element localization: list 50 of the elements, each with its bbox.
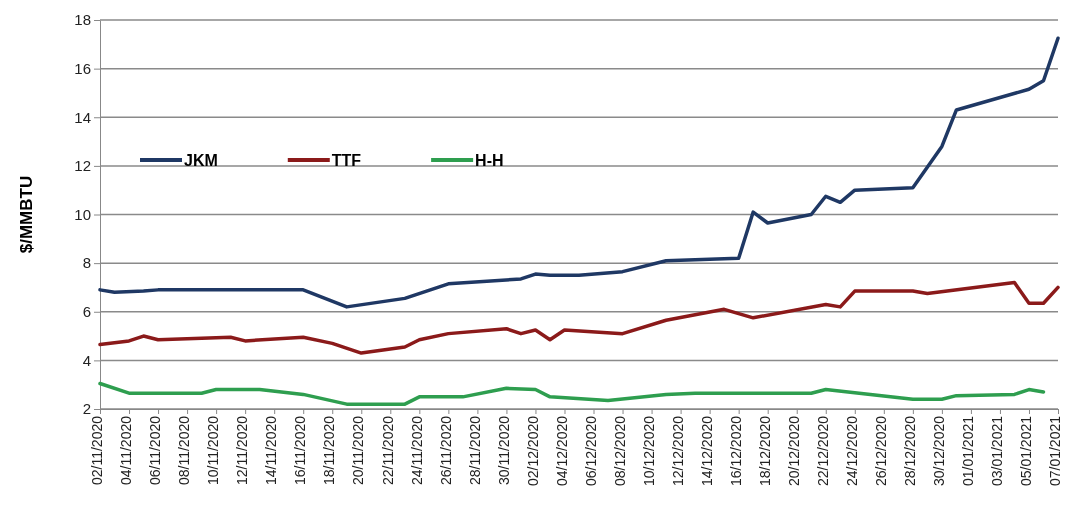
x-tick-label: 22/11/2020 bbox=[379, 415, 396, 486]
x-tick-label: 02/11/2020 bbox=[89, 415, 106, 486]
x-tick-label: 24/11/2020 bbox=[408, 415, 425, 486]
y-tick-label: 8 bbox=[82, 254, 91, 272]
x-tick-label: 06/12/2020 bbox=[582, 415, 599, 487]
x-tick-label: 20/12/2020 bbox=[785, 415, 802, 487]
x-tick-label: 12/11/2020 bbox=[234, 415, 251, 486]
x-tick-label: 30/12/2020 bbox=[931, 415, 948, 487]
x-tick-label: 10/11/2020 bbox=[205, 415, 222, 486]
line-series bbox=[98, 381, 1046, 406]
x-tick-label: 26/11/2020 bbox=[437, 415, 454, 486]
x-tick-label: 24/12/2020 bbox=[843, 415, 860, 487]
line-series bbox=[98, 280, 1060, 355]
y-tick-label: 16 bbox=[74, 59, 91, 77]
x-tick-label: 04/11/2020 bbox=[118, 415, 135, 486]
x-tick-label: 07/01/2021 bbox=[1047, 415, 1064, 487]
x-tick-label: 30/11/2020 bbox=[495, 415, 512, 486]
x-tick-label: 08/12/2020 bbox=[611, 415, 628, 487]
x-tick-label: 01/01/2021 bbox=[960, 415, 977, 487]
x-tick-label: 05/01/2021 bbox=[1018, 415, 1035, 487]
x-tick-label: 14/11/2020 bbox=[263, 415, 280, 486]
x-tick-label: 16/12/2020 bbox=[727, 415, 744, 487]
legend-label: JKM bbox=[184, 151, 218, 169]
x-tick-label: 10/12/2020 bbox=[640, 415, 657, 487]
x-tick-label: 14/12/2020 bbox=[698, 415, 715, 487]
y-tick-label: 10 bbox=[74, 205, 91, 223]
y-tick-label: 18 bbox=[74, 11, 91, 29]
y-tick-label: 6 bbox=[82, 303, 91, 321]
x-tick-label: 04/12/2020 bbox=[553, 415, 570, 487]
x-tick-label: 28/11/2020 bbox=[466, 415, 483, 486]
x-tick-label: 26/12/2020 bbox=[873, 415, 890, 487]
y-tick-label: 2 bbox=[82, 400, 91, 418]
line-series bbox=[98, 36, 1060, 309]
x-tick-label: 03/01/2021 bbox=[989, 415, 1006, 487]
y-axis-title: $/MMBTU bbox=[17, 175, 36, 254]
x-tick-label: 22/12/2020 bbox=[814, 415, 831, 487]
y-tick-label: 14 bbox=[74, 108, 91, 126]
x-tick-label: 18/12/2020 bbox=[756, 415, 773, 487]
x-tick-label: 08/11/2020 bbox=[176, 415, 193, 486]
y-tick-label: 12 bbox=[74, 157, 91, 175]
legend-label: H-H bbox=[475, 151, 504, 169]
x-tick-label: 20/11/2020 bbox=[350, 415, 367, 486]
x-tick-label: 28/12/2020 bbox=[902, 415, 919, 487]
x-tick-label: 12/12/2020 bbox=[669, 415, 686, 487]
x-tick-label: 02/12/2020 bbox=[524, 415, 541, 487]
x-tick-label: 06/11/2020 bbox=[147, 415, 164, 486]
x-tick-label: 16/11/2020 bbox=[292, 415, 309, 486]
y-tick-label: 4 bbox=[82, 351, 91, 369]
x-tick-label: 18/11/2020 bbox=[321, 415, 338, 486]
legend-label: TTF bbox=[331, 151, 362, 169]
